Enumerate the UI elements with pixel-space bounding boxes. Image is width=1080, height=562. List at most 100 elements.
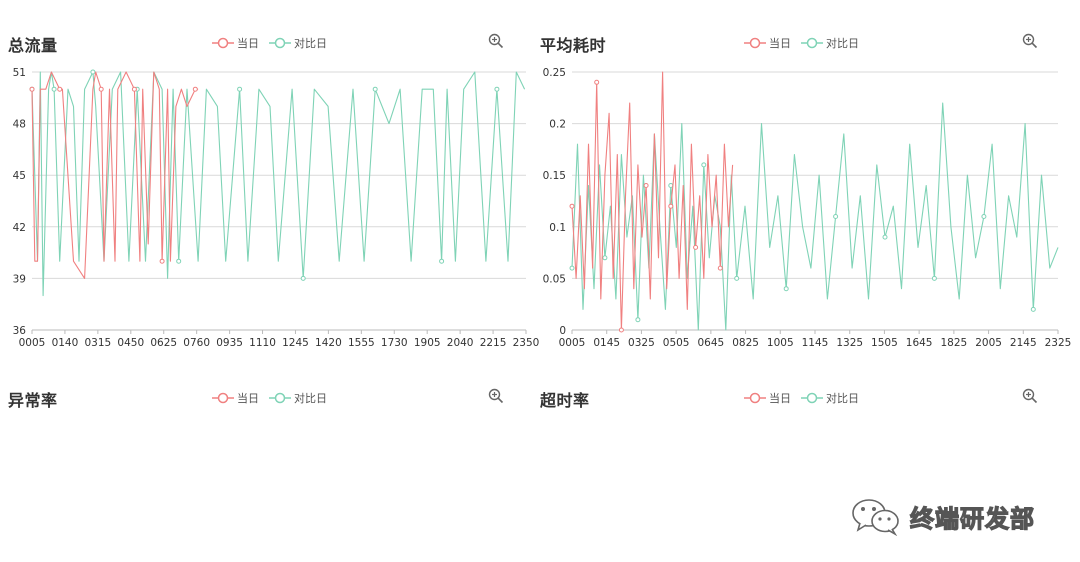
panel-timeout-rate: 超时率 当日 对比日 [538,381,1080,421]
legend-label-today: 当日 [237,37,259,50]
x-tick-label: 1825 [940,337,967,349]
data-point [734,275,740,281]
legend-label-compare: 对比日 [294,37,327,50]
zoom-in-icon[interactable] [1022,33,1038,49]
x-tick-label: 0005 [559,337,586,349]
data-point [668,183,674,188]
panel-total-traffic: 总流量 当日 对比日 51 48 45 42 39 36 0005 0140 0315 0450 0… [0,26,540,356]
y-tick-label: 36 [13,325,27,337]
data-point [159,258,165,264]
legend-item-today[interactable]: 当日 [212,35,259,51]
x-tick-label: 0315 [84,337,111,349]
watermark: 终端研发部 [850,496,1035,536]
x-tick-label: 1245 [282,337,309,349]
x-tick-label: 0825 [732,337,759,349]
legend-label-compare: 对比日 [826,392,859,405]
chart-title: 平均耗时 [540,36,607,55]
panel-error-rate: 异常率 当日 对比日 [0,381,540,421]
x-tick-label: 0005 [19,337,46,349]
legend: 当日 对比日 [744,390,859,406]
y-tick-label: 0.2 [549,119,566,131]
data-point [439,258,445,264]
data-point [131,86,137,92]
y-tick-label: 48 [13,119,26,131]
y-tick-label: 0 [559,325,566,337]
data-point [668,203,674,209]
legend-item-today[interactable]: 当日 [212,390,259,406]
x-tick-label: 1110 [249,337,276,349]
x-tick-label: 2215 [480,337,507,349]
x-tick-label: 2145 [1010,337,1037,349]
data-point [29,86,35,92]
x-tick-label: 2005 [975,337,1002,349]
legend-label-today: 当日 [769,392,791,405]
x-tick-label: 1420 [315,337,342,349]
y-tick-label: 39 [13,273,26,285]
data-point [494,86,500,92]
chart-title: 异常率 [8,391,58,410]
data-point [701,162,707,168]
x-tick-label: 0935 [216,337,243,349]
data-point [192,86,198,92]
watermark-text: 终端研发部 [909,504,1035,533]
circle-line-icon [801,392,823,404]
chart-title: 超时率 [540,391,590,410]
series-line-today [31,71,199,279]
data-point [833,214,839,219]
x-tick-label: 0760 [183,337,210,349]
data-point [90,69,96,75]
legend-item-compare[interactable]: 对比日 [269,35,327,51]
legend-item-today[interactable]: 当日 [744,390,791,406]
zoom-in-icon[interactable] [488,388,504,404]
x-tick-label: 0140 [52,337,79,349]
x-tick-label: 0145 [593,337,620,349]
legend-item-compare[interactable]: 对比日 [801,35,859,51]
series-line-compare [31,71,526,297]
x-tick-label: 1645 [906,337,933,349]
y-tick-label: 42 [13,222,26,234]
wechat-icon [852,499,899,536]
data-point [98,86,104,92]
x-tick-label: 2350 [513,337,540,349]
y-tick-label: 0.15 [543,170,566,182]
circle-line-icon [269,37,291,49]
y-tick-label: 0.1 [549,222,566,234]
data-point [643,183,649,188]
data-point [981,214,987,219]
legend-item-today[interactable]: 当日 [744,35,791,51]
data-point [237,86,243,92]
x-tick-label: 2040 [447,337,474,349]
chart-title: 总流量 [8,36,58,55]
x-tick-label: 1905 [414,337,441,349]
x-tick-label: 1145 [802,337,829,349]
circle-line-icon [801,37,823,49]
zoom-in-icon[interactable] [1022,388,1038,404]
y-tick-label: 45 [13,170,26,182]
legend-label-compare: 对比日 [294,392,327,405]
zoom-in-icon[interactable] [488,33,504,49]
legend-item-compare[interactable]: 对比日 [269,390,327,406]
x-tick-label: 0645 [697,337,724,349]
circle-line-icon [744,392,766,404]
data-point [594,79,600,85]
data-point [931,275,937,281]
data-point [602,255,608,261]
data-point [783,286,789,292]
legend-label-today: 当日 [237,392,259,405]
panel-avg-latency: 平均耗时 当日 对比日 0.25 0.2 0.15 0.1 0.05 0 0005 0145 0… [538,26,1080,356]
legend: 当日 对比日 [212,390,327,406]
data-point [693,244,699,250]
circle-line-icon [269,392,291,404]
y-tick-label: 0.05 [543,273,566,285]
data-point [1030,306,1036,312]
legend-item-compare[interactable]: 对比日 [801,390,859,406]
x-tick-label: 1730 [381,337,408,349]
legend-label-today: 当日 [769,37,791,50]
x-tick-label: 0625 [150,337,177,349]
data-point [176,258,182,264]
circle-line-icon [212,37,234,49]
series-line-today [571,71,734,331]
x-tick-label: 1005 [767,337,794,349]
